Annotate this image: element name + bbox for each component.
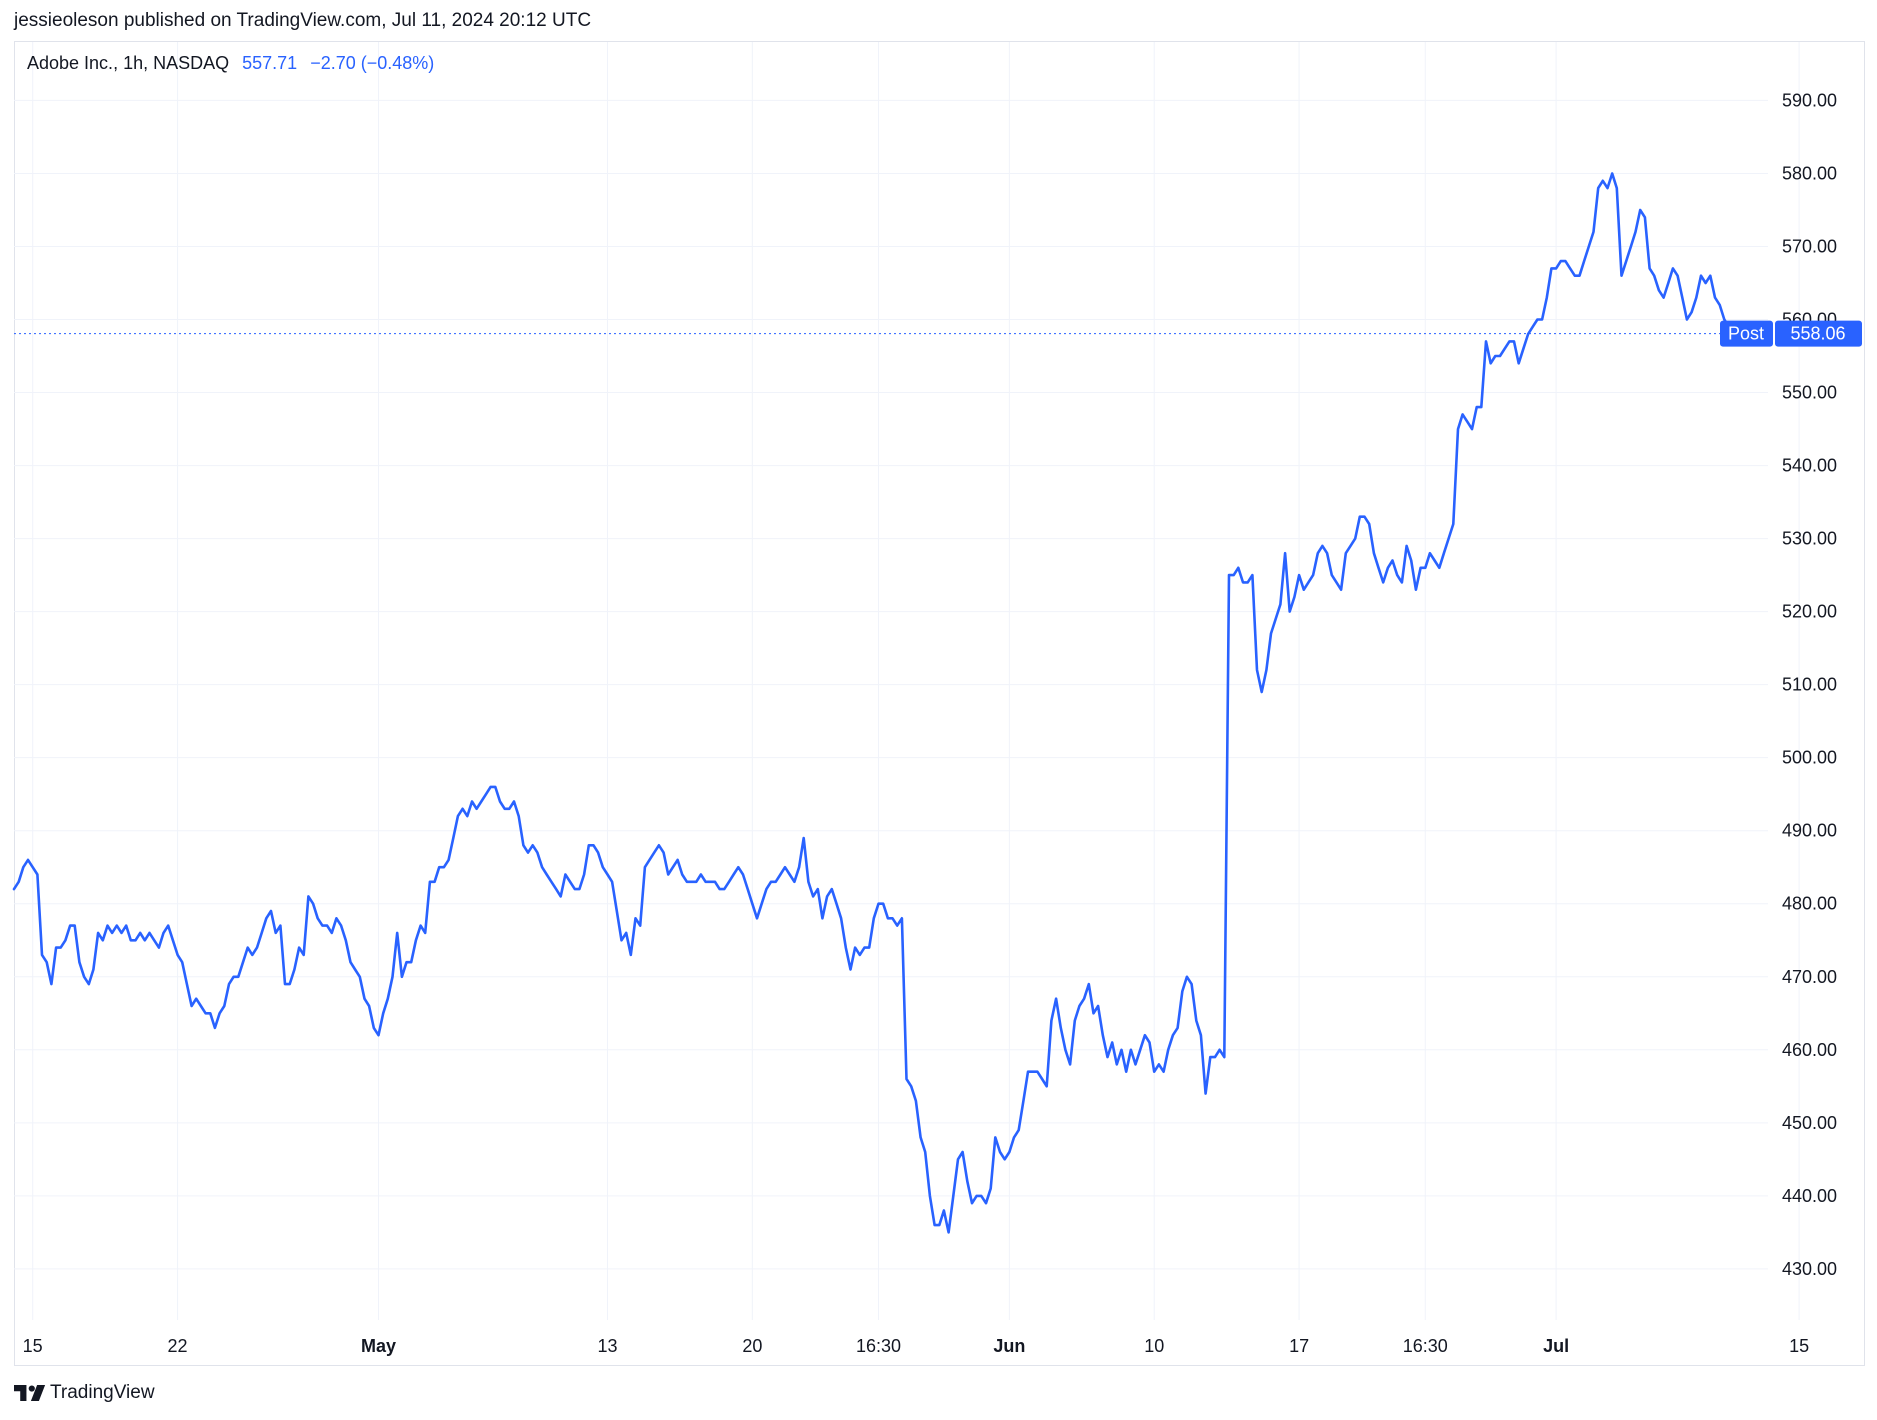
price-change: −2.70 (−0.48%) bbox=[310, 53, 435, 73]
post-tag-label: Post bbox=[1728, 324, 1764, 344]
y-tick-label: 520.00 bbox=[1782, 602, 1837, 622]
y-tick-label: 580.00 bbox=[1782, 163, 1837, 183]
symbol-name: Adobe Inc., 1h, NASDAQ bbox=[27, 53, 230, 73]
price-series-line bbox=[12, 172, 1731, 1234]
y-tick-label: 510.00 bbox=[1782, 675, 1837, 695]
y-tick-label: 480.00 bbox=[1782, 894, 1837, 914]
x-tick-label: 22 bbox=[168, 1336, 188, 1356]
y-tick-label: 490.00 bbox=[1782, 821, 1837, 841]
y-tick-label: 500.00 bbox=[1782, 748, 1837, 768]
x-tick-label: 15 bbox=[23, 1336, 43, 1356]
y-tick-label: 430.00 bbox=[1782, 1259, 1837, 1279]
publisher-credit: jessieoleson published on TradingView.co… bbox=[14, 10, 592, 31]
x-tick-label: 20 bbox=[742, 1336, 762, 1356]
tradingview-logo-icon bbox=[14, 1385, 46, 1401]
x-tick-label: 10 bbox=[1144, 1336, 1164, 1356]
y-tick-label: 450.00 bbox=[1782, 1113, 1837, 1133]
last-price-tag-value: 558.06 bbox=[1790, 324, 1845, 344]
last-price-value: 557.71 bbox=[242, 53, 298, 73]
y-tick-label: 540.00 bbox=[1782, 456, 1837, 476]
y-tick-label: 550.00 bbox=[1782, 383, 1837, 403]
x-tick-label: 16:30 bbox=[1403, 1336, 1448, 1356]
y-tick-label: 590.00 bbox=[1782, 90, 1837, 110]
y-tick-label: 460.00 bbox=[1782, 1040, 1837, 1060]
last-price-label: Post 558.06 bbox=[1720, 320, 1862, 347]
y-tick-label: 530.00 bbox=[1782, 529, 1837, 549]
post-tag-bg bbox=[1720, 320, 1773, 347]
y-axis: 590.00580.00570.00560.00550.00540.00530.… bbox=[1782, 90, 1837, 1278]
grid-lines bbox=[14, 42, 1800, 1320]
tradingview-brand[interactable]: TradingView bbox=[14, 1382, 155, 1404]
y-tick-label: 570.00 bbox=[1782, 236, 1837, 256]
y-tick-label: 440.00 bbox=[1782, 1186, 1837, 1206]
brand-name: TradingView bbox=[50, 1382, 155, 1403]
x-tick-label: May bbox=[361, 1336, 396, 1356]
x-axis: 15 22 May 13 20 16:30 Jun 10 17 16:30 Jul 15 bbox=[23, 1336, 1809, 1356]
x-tick-label: 17 bbox=[1289, 1336, 1309, 1356]
symbol-legend: Adobe Inc., 1h, NASDAQ 557.71 −2.70 (−0.… bbox=[27, 53, 434, 74]
x-tick-label: Jul bbox=[1543, 1336, 1569, 1356]
x-tick-label: 13 bbox=[597, 1336, 617, 1356]
x-tick-label: Jun bbox=[993, 1336, 1025, 1356]
x-tick-label: 16:30 bbox=[856, 1336, 901, 1356]
chart-frame bbox=[14, 41, 1865, 1366]
y-tick-label: 470.00 bbox=[1782, 967, 1837, 987]
x-tick-label: 15 bbox=[1789, 1336, 1809, 1356]
price-tag-bg bbox=[1775, 320, 1862, 347]
